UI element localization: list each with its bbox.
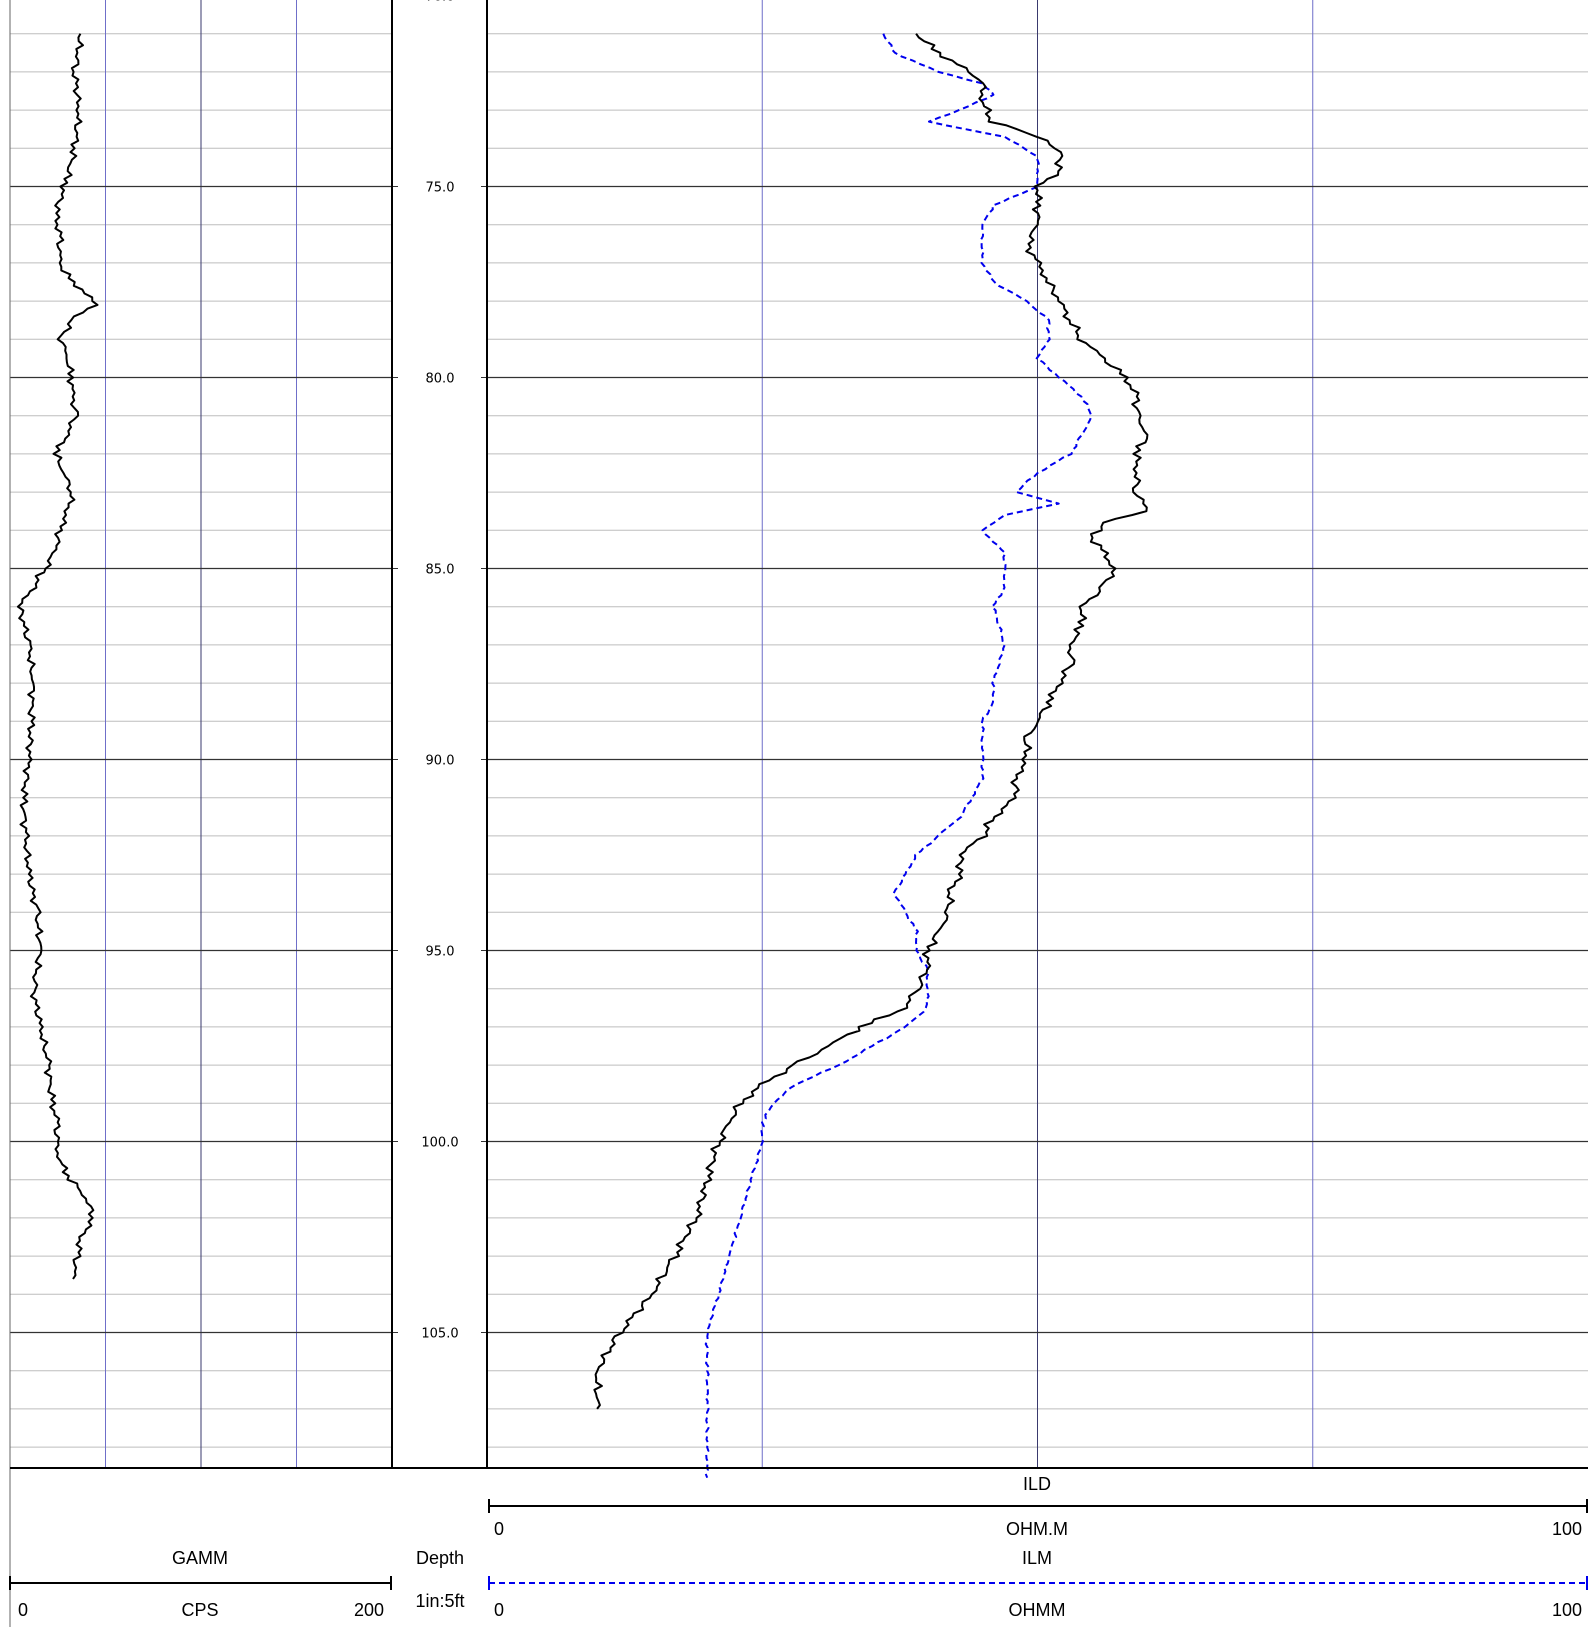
depth-scale: 1in:5ft	[415, 1591, 464, 1611]
depth-label: 70.0	[426, 0, 455, 5]
depth-track-title: Depth	[416, 1548, 464, 1568]
depth-label: 95.0	[426, 945, 455, 960]
ilm-scale-min: 0	[494, 1600, 504, 1620]
ild-scale-max: 100	[1552, 1519, 1582, 1539]
legend-depth: Depth 1in:5ft	[415, 1548, 464, 1611]
vertical-scale-gridlines	[105, 0, 1314, 1468]
major-depth-gridlines	[10, 185, 1588, 1334]
ilm-unit: OHMM	[1009, 1600, 1066, 1620]
legend-ild: ILD 0 OHM.M 100	[488, 1474, 1588, 1539]
legend-gamm: GAMM 0 CPS 200	[9, 1548, 392, 1620]
depth-label: 100.0	[421, 1136, 458, 1151]
depth-label: 85.0	[426, 563, 455, 578]
ilm-scale-max: 100	[1552, 1600, 1582, 1620]
gamm-scale-min: 0	[18, 1600, 28, 1620]
ilm-curve-name: ILM	[1022, 1548, 1052, 1568]
ilm-curve	[704, 33, 1093, 1479]
legend-ilm: ILM 0 OHMM 100	[488, 1548, 1588, 1620]
ild-scale-min: 0	[494, 1519, 504, 1539]
gamm-curve	[16, 33, 99, 1280]
depth-label: 90.0	[426, 754, 455, 769]
ild-unit: OHM.M	[1006, 1519, 1068, 1539]
gamm-curve-name: GAMM	[172, 1548, 228, 1568]
depth-tick-labels: 75.0 80.0 85.0 90.0 95.0 100.0 105.0 70.0	[421, 0, 458, 1342]
gamm-unit: CPS	[181, 1600, 218, 1620]
gamm-scale-max: 200	[354, 1600, 384, 1620]
depth-label: 80.0	[426, 372, 455, 387]
depth-label: 75.0	[426, 181, 455, 196]
ild-curve-name: ILD	[1023, 1474, 1051, 1494]
depth-label: 105.0	[421, 1327, 458, 1342]
ild-curve	[593, 33, 1149, 1410]
